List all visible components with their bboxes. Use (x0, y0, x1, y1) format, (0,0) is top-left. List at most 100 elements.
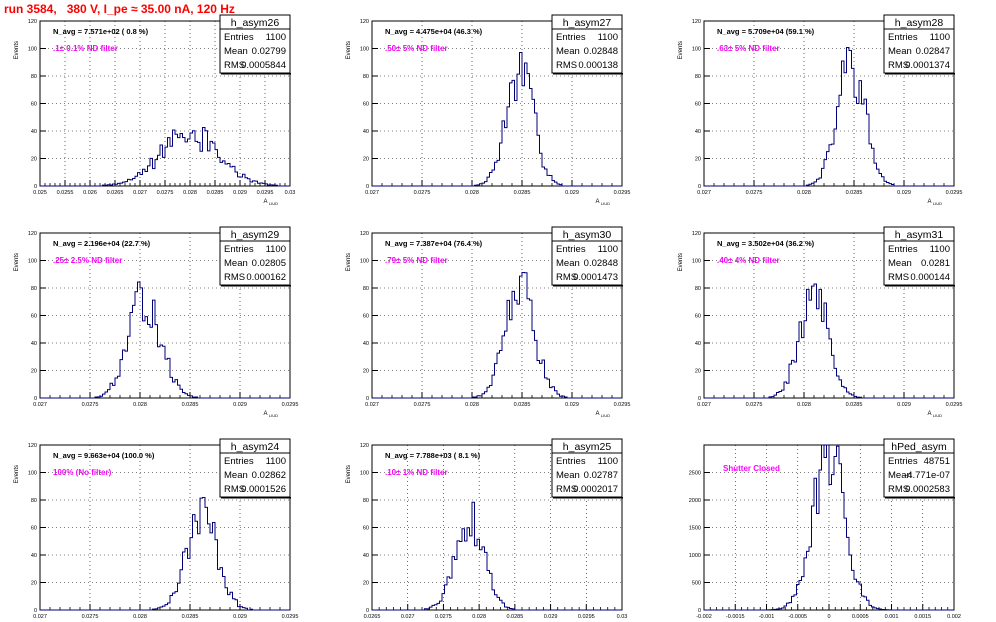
y-tick-label: 0 (366, 396, 369, 402)
x-tick-label: 0.027 (33, 402, 47, 408)
histogram-panel-h_asym25: 0 20 40 60 80 100 120 0.0265 0.027 0.0275 0.028 0.0… (346, 438, 627, 620)
histogram-panel-h_asym24: 0 20 40 60 80 100 120 0.027 0.0275 0.028 0.0285 0.0… (14, 438, 299, 620)
stats-label: Entries (224, 456, 254, 467)
y-tick-label: 20 (695, 157, 701, 163)
stats-value: 0.02799 (252, 46, 286, 57)
y-tick-label: 80 (695, 286, 701, 292)
histogram-line (372, 272, 622, 399)
histogram-panel-h_asym27: 0 20 40 60 80 100 120 0.027 0.0275 0.028 0.0285 0.0… (346, 14, 630, 206)
y-tick-label: 20 (695, 369, 701, 375)
x-tick-label: 0.0255 (57, 190, 74, 196)
stats-box-shadow (221, 285, 291, 287)
x-tick-label: -0.0005 (788, 614, 807, 620)
x-tick-label: 0.0265 (364, 614, 381, 620)
y-tick-label: 2000 (689, 498, 701, 504)
filter-annotation: .25± 2.5% ND filter (53, 256, 122, 265)
y-tick-label: 40 (695, 341, 701, 347)
x-tick-label: 0.0275 (746, 402, 763, 408)
y-tick-label: 60 (363, 314, 369, 320)
y-tick-label: 100 (692, 47, 701, 53)
x-tick-label: 0.026 (83, 190, 97, 196)
y-axis-label: Events (678, 253, 684, 271)
x-axis-label: A LIUD (264, 199, 279, 206)
y-tick-label: 20 (363, 369, 369, 375)
stats-value: 1100 (598, 456, 618, 467)
stats-label: Mean (224, 470, 248, 481)
y-tick-label: 80 (363, 498, 369, 504)
y-tick-label: 20 (31, 581, 37, 587)
y-tick-label: 120 (28, 231, 37, 237)
stats-value: 1100 (598, 32, 618, 43)
histogram-panel-h_asym29: 0 20 40 60 80 100 120 0.027 0.0275 0.028 0.0285 0.0… (14, 226, 299, 418)
stats-value: 0.0001473 (573, 272, 618, 283)
y-tick-label: 100 (28, 471, 37, 477)
histogram-title: h_asym29 (231, 229, 280, 241)
x-tick-label: 0.0295 (282, 614, 299, 620)
filter-annotation: .79± 5% ND filter (385, 256, 448, 265)
y-tick-label: 120 (692, 19, 701, 25)
x-tick-label: 0.0285 (514, 190, 531, 196)
x-tick-label: -0.0015 (726, 614, 745, 620)
stats-value: 0.0002583 (905, 484, 950, 495)
x-axis-label: A LIUD (264, 411, 279, 418)
x-tick-label: 0.027 (365, 402, 379, 408)
y-tick-label: 1500 (689, 526, 701, 532)
stats-value: 48751 (924, 456, 950, 467)
navg-annotation: N_avg = 7.571e+02 ( 0.8 %) (53, 27, 149, 36)
y-tick-label: 0 (34, 396, 37, 402)
x-tick-label: 0.029 (233, 402, 247, 408)
stats-box (551, 14, 623, 74)
y-tick-label: 20 (363, 157, 369, 163)
stats-box-shadow (885, 497, 955, 499)
y-tick-label: 0 (698, 608, 701, 614)
stats-label: Mean (556, 258, 580, 269)
x-axis-label: A LIUD (928, 411, 943, 418)
x-tick-label: 0.0285 (514, 402, 531, 408)
x-tick-label: 0.0275 (435, 614, 452, 620)
y-tick-label: 0 (366, 184, 369, 190)
histogram-line (372, 52, 622, 187)
y-tick-label: 60 (695, 314, 701, 320)
filter-annotation: .50± 5% ND filter (385, 44, 448, 53)
histogram-panel-h_asym28: 0 20 40 60 80 100 120 0.027 0.0275 0.028 0.0285 0.0… (678, 14, 963, 206)
y-tick-label: 0 (366, 608, 369, 614)
stats-value: 0.0005844 (241, 60, 286, 71)
navg-annotation: N_avg = 9.663e+04 (100.0 %) (53, 451, 155, 460)
y-tick-label: 60 (31, 314, 37, 320)
x-tick-label: 0.028 (465, 402, 479, 408)
y-tick-label: 0 (34, 184, 37, 190)
x-tick-label: 0.0285 (506, 614, 523, 620)
stats-value: 1100 (266, 32, 286, 43)
stats-box-shadow (885, 73, 955, 75)
x-tick-label: 0.002 (947, 614, 961, 620)
stats-value: 0.02847 (916, 46, 950, 57)
y-axis-label: Events (346, 41, 352, 59)
y-tick-label: 120 (360, 231, 369, 237)
x-axis-label: A LIUD (928, 199, 943, 206)
y-tick-label: 80 (31, 74, 37, 80)
stats-value: 0.000162 (246, 272, 286, 283)
y-tick-label: 100 (692, 259, 701, 265)
y-tick-label: 40 (31, 553, 37, 559)
stats-value: 0.0001374 (905, 60, 950, 71)
stats-value: 1100 (266, 456, 286, 467)
y-tick-label: 60 (363, 102, 369, 108)
y-tick-label: 40 (363, 553, 369, 559)
stats-box-shadow (221, 73, 291, 75)
x-tick-label: 0.0295 (282, 402, 299, 408)
y-tick-label: 20 (31, 369, 37, 375)
histogram-line (704, 283, 954, 399)
stats-box (551, 226, 623, 286)
y-tick-label: 60 (695, 102, 701, 108)
stats-label: Mean (888, 258, 912, 269)
stats-box-shadow (221, 497, 291, 499)
stats-box-shadow (885, 285, 955, 287)
x-tick-label: 0.029 (233, 614, 247, 620)
x-tick-label: 0.0275 (82, 402, 99, 408)
x-tick-label: 0.0295 (946, 190, 963, 196)
y-tick-label: 500 (692, 581, 701, 587)
stats-box-shadow (553, 497, 623, 499)
y-tick-label: 40 (363, 129, 369, 135)
histogram-title: h_asym26 (231, 17, 280, 29)
y-tick-label: 0 (698, 396, 701, 402)
